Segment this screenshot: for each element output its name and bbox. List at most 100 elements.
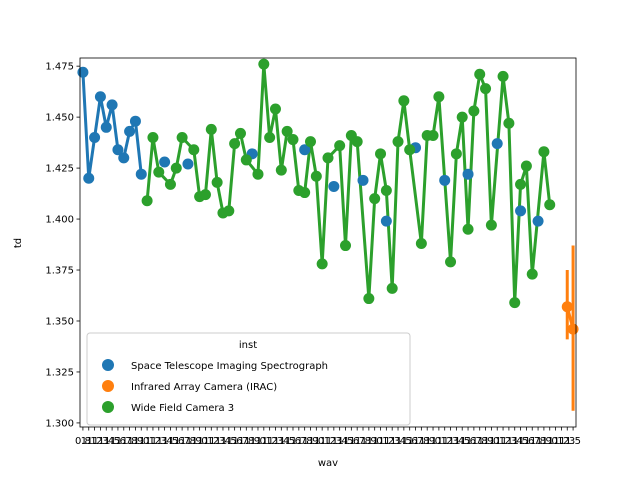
x-tick-label-53: 1.3: [384, 436, 400, 447]
data-point-wfc3-19: [269, 103, 281, 115]
x-tick-label-29: 1.9: [244, 436, 260, 447]
data-point-wfc3-24: [299, 187, 311, 199]
data-point-wfc3-3: [164, 178, 176, 190]
x-axis: 0.81.11.21.31.41.51.61.71.81.91.01.11.21…: [75, 427, 581, 447]
data-point-wfc3-39: [398, 95, 410, 107]
x-tick-label-72: 1.2: [495, 436, 511, 447]
data-point-wfc3-18: [264, 132, 276, 144]
data-point-wfc3-52: [485, 219, 497, 231]
x-tick-label-9: 1.9: [127, 436, 143, 447]
data-point-wfc3-55: [509, 297, 521, 309]
y-tick-label-5: 1.425: [45, 164, 74, 175]
x-tick-label-31: 1.1: [256, 436, 272, 447]
data-point-wfc3-12: [223, 205, 235, 217]
x-tick-label-7: 1.7: [116, 436, 132, 447]
x-tick-label-49: 1.9: [361, 436, 377, 447]
data-point-wfc3-5: [176, 132, 188, 144]
data-point-stis-11: [159, 156, 171, 168]
data-point-wfc3-25: [304, 136, 316, 148]
data-point-wfc3-8: [199, 189, 211, 201]
x-tick-label-40: 1.0: [308, 436, 324, 447]
x-tick-label-70: 1.0: [483, 436, 499, 447]
data-point-wfc3-16: [252, 168, 264, 180]
legend-marker-stis: [102, 359, 114, 371]
data-point-wfc3-13: [229, 138, 241, 150]
data-point-wfc3-1: [147, 132, 159, 144]
plot-area: [77, 57, 579, 428]
data-point-wfc3-29: [334, 140, 346, 152]
x-tick-label-64: 1.4: [448, 436, 464, 447]
data-point-wfc3-38: [392, 136, 404, 148]
data-point-wfc3-6: [188, 144, 200, 156]
x-tick-label-77: 1.7: [524, 436, 540, 447]
data-point-wfc3-51: [480, 83, 492, 95]
x-tick-label-73: 1.3: [501, 436, 517, 447]
data-point-stis-4: [100, 121, 112, 133]
data-point-wfc3-40: [404, 144, 416, 156]
data-point-wfc3-50: [474, 68, 486, 80]
data-point-stis-22: [515, 205, 527, 217]
x-tick-label-23: 1.3: [209, 436, 225, 447]
legend-label-irac: Infrared Array Camera (IRAC): [131, 382, 277, 393]
x-tick-label-82: 1.2: [553, 436, 569, 447]
y-tick-label-7: 1.475: [45, 62, 74, 73]
x-tick-label-57: 1.7: [408, 436, 424, 447]
x-tick-label-12: 1.2: [145, 436, 161, 447]
x-tick-label-59: 1.9: [419, 436, 435, 447]
x-tick-label-25: 1.5: [221, 436, 237, 447]
x-tick-label-45: 1.5: [338, 436, 354, 447]
x-tick-label-69: 1.9: [478, 436, 494, 447]
legend-marker-wfc3: [102, 401, 114, 413]
x-tick-label-27: 1.7: [233, 436, 249, 447]
data-point-stis-17: [380, 215, 392, 227]
x-tick-label-84: 1.5: [565, 436, 581, 447]
data-point-wfc3-57: [520, 160, 532, 172]
data-point-wfc3-60: [544, 199, 556, 211]
x-tick-label-50: 1.0: [367, 436, 383, 447]
data-point-wfc3-48: [462, 223, 474, 235]
x-tick-label-34: 1.4: [273, 436, 289, 447]
x-tick-label-75: 1.5: [513, 436, 529, 447]
data-point-stis-5: [106, 99, 118, 111]
data-point-stis-1: [83, 172, 95, 184]
y-axis: 1.300 1.325 1.350 1.375 1.400 1.425 1.450 1.475: [45, 62, 80, 429]
x-tick-label-20: 1.0: [192, 436, 208, 447]
data-point-wfc3-20: [275, 164, 287, 176]
data-point-stis-9: [129, 115, 141, 127]
x-tick-label-22: 1.2: [203, 436, 219, 447]
x-tick-label-0: 0.8: [75, 436, 91, 447]
data-point-stis-12: [182, 158, 194, 170]
x-tick-label-83: 1.3: [559, 436, 575, 447]
data-point-wfc3-4: [170, 162, 182, 174]
data-point-wfc3-58: [526, 268, 538, 280]
x-tick-label-11: 1.1: [139, 436, 155, 447]
data-point-wfc3-14: [234, 127, 246, 139]
x-tick-label-42: 1.2: [320, 436, 336, 447]
x-tick-label-78: 1.8: [530, 436, 546, 447]
data-point-wfc3-41: [415, 238, 427, 250]
x-tick-label-4: 1.4: [98, 436, 114, 447]
x-tick-label-60: 1.0: [425, 436, 441, 447]
data-point-wfc3-53: [497, 70, 509, 82]
x-tick-label-61: 1.1: [431, 436, 447, 447]
data-point-wfc3-34: [369, 193, 381, 205]
x-tick-label-41: 1.1: [314, 436, 330, 447]
data-point-wfc3-32: [351, 136, 363, 148]
x-tick-label-46: 1.6: [343, 436, 359, 447]
x-tick-label-68: 1.8: [472, 436, 488, 447]
data-point-wfc3-46: [450, 148, 462, 160]
x-tick-label-37: 1.7: [291, 436, 307, 447]
data-point-wfc3-35: [375, 148, 387, 160]
data-point-stis-14: [299, 144, 311, 156]
x-tick-label-80: 1.0: [542, 436, 558, 447]
x-tick-label-2: 1.2: [87, 436, 103, 447]
data-point-wfc3-37: [386, 282, 398, 294]
data-point-stis-0: [77, 66, 89, 78]
x-tick-label-56: 1.6: [402, 436, 418, 447]
y-tick-label-4: 1.400: [45, 215, 74, 226]
y-tick-label-6: 1.450: [45, 113, 74, 124]
x-tick-label-79: 1.9: [536, 436, 552, 447]
x-tick-label-1: 1.1: [81, 436, 97, 447]
x-tick-label-51: 1.1: [373, 436, 389, 447]
x-tick-label-48: 1.8: [355, 436, 371, 447]
